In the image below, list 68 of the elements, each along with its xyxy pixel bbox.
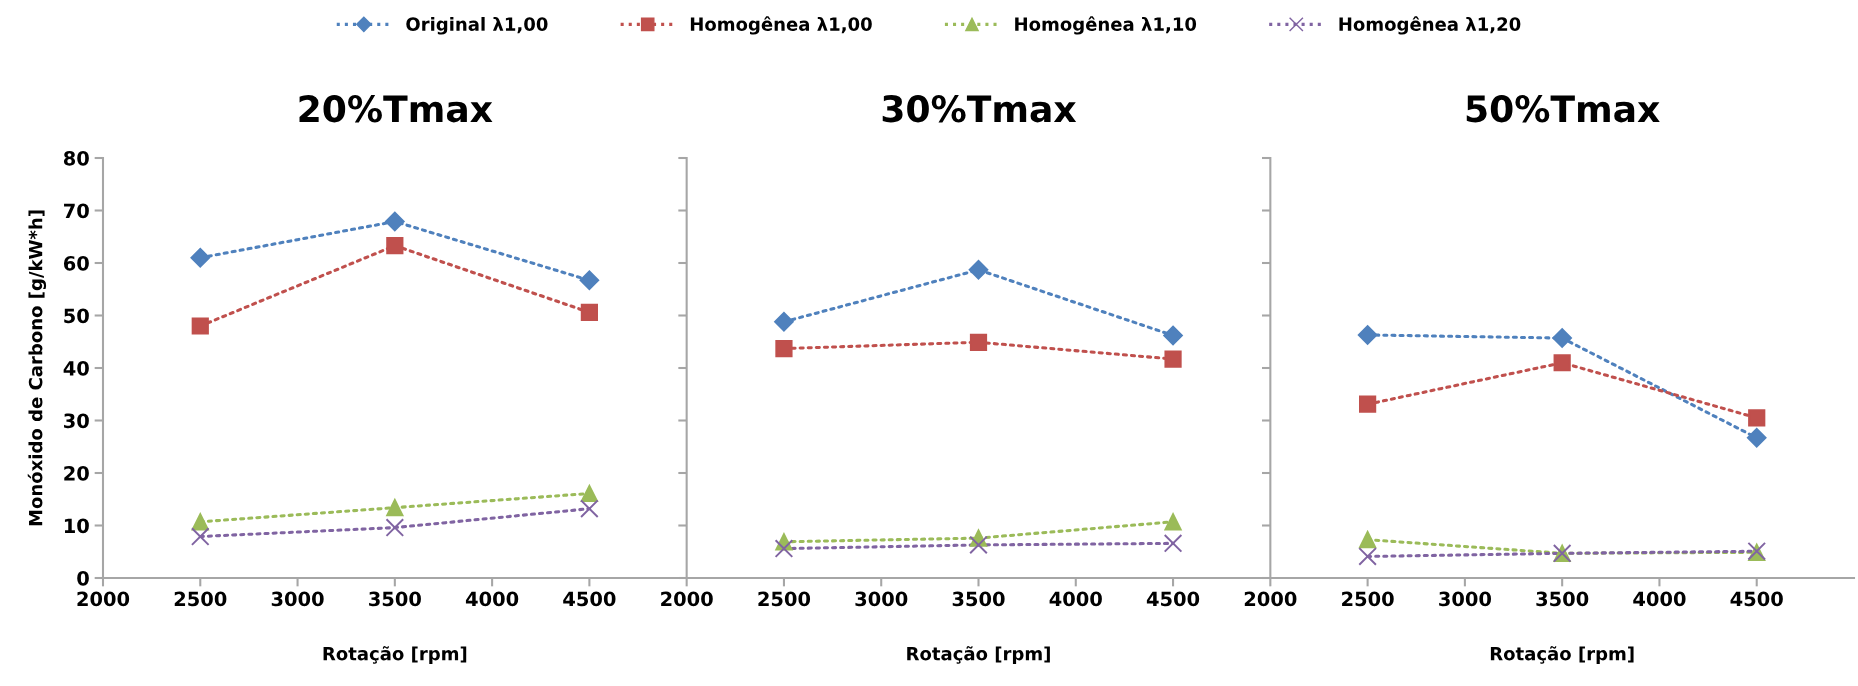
legend-label: Original λ1,00 bbox=[406, 16, 548, 35]
x-tick-label: 3500 bbox=[952, 591, 1005, 607]
x-tick-label: 3000 bbox=[271, 591, 324, 607]
x-axis-title: Rotação [rpm] bbox=[1490, 646, 1634, 664]
point bbox=[579, 270, 600, 291]
legend-label: Homogênea λ1,10 bbox=[1015, 16, 1197, 35]
point bbox=[191, 317, 209, 335]
point bbox=[580, 484, 598, 503]
point bbox=[1163, 534, 1183, 553]
point bbox=[1163, 325, 1183, 346]
y-tick-label: 70 bbox=[64, 203, 89, 219]
point bbox=[190, 247, 211, 268]
chart-title: 20%Tmax bbox=[299, 95, 493, 123]
point bbox=[1746, 428, 1767, 448]
x-tick-label: 3500 bbox=[369, 591, 421, 607]
chart-title: 50%Tmax bbox=[1466, 95, 1660, 123]
x-tick-label: 2500 bbox=[1342, 591, 1394, 607]
y-tick-label: 60 bbox=[63, 255, 89, 271]
x-tick-label: 4500 bbox=[563, 591, 616, 607]
y-tick-label: 30 bbox=[64, 413, 89, 429]
point bbox=[580, 499, 599, 518]
x-tick-label: 3000 bbox=[1439, 591, 1492, 607]
x-tick-label: 3500 bbox=[1536, 591, 1589, 607]
y-tick-label: 0 bbox=[77, 570, 89, 586]
point bbox=[1164, 350, 1182, 368]
point bbox=[1358, 547, 1377, 566]
point bbox=[580, 303, 598, 321]
point bbox=[1359, 531, 1377, 549]
x-tick-label: 4500 bbox=[1146, 591, 1200, 607]
x-tick-label: 3000 bbox=[855, 591, 908, 607]
x-axis-title: Rotação [rpm] bbox=[907, 646, 1050, 664]
legend-label: Homogênea λ1,00 bbox=[690, 16, 872, 35]
x-tick-label: 2000 bbox=[661, 591, 713, 607]
point bbox=[386, 237, 404, 255]
point bbox=[1553, 354, 1571, 372]
point bbox=[385, 518, 405, 537]
x-tick-label: 4500 bbox=[1730, 591, 1783, 607]
point bbox=[1164, 513, 1182, 531]
x-tick-label: 2000 bbox=[1244, 591, 1297, 607]
legend-label: Homogênea λ1,20 bbox=[1339, 16, 1521, 35]
point bbox=[968, 260, 989, 280]
point bbox=[1357, 325, 1378, 345]
x-tick-label: 2500 bbox=[758, 591, 811, 607]
chart-title: 30%Tmax bbox=[882, 95, 1077, 123]
y-axis-title: Monóxido de Carbono [g/kW*h] bbox=[27, 210, 47, 526]
x-tick-label: 2000 bbox=[77, 591, 130, 607]
y-tick-label: 10 bbox=[64, 518, 89, 534]
point bbox=[385, 211, 405, 232]
y-tick-label: 50 bbox=[64, 308, 89, 324]
point bbox=[191, 513, 209, 531]
x-tick-label: 4000 bbox=[1049, 591, 1102, 607]
x-tick-label: 2500 bbox=[174, 591, 227, 607]
x-tick-label: 4000 bbox=[465, 591, 519, 607]
x-axis-title: Rotação [rpm] bbox=[323, 646, 467, 664]
x-tick-label: 4000 bbox=[1633, 591, 1686, 607]
point bbox=[774, 311, 794, 332]
point bbox=[969, 333, 988, 351]
point bbox=[774, 539, 794, 558]
point bbox=[386, 499, 404, 517]
point bbox=[190, 527, 210, 546]
y-tick-label: 20 bbox=[64, 465, 89, 481]
y-tick-label: 80 bbox=[63, 150, 89, 166]
point bbox=[969, 535, 988, 555]
point bbox=[1359, 395, 1377, 413]
point bbox=[1748, 409, 1766, 427]
point bbox=[1552, 328, 1572, 348]
point bbox=[775, 339, 793, 358]
y-tick-label: 40 bbox=[63, 360, 89, 376]
